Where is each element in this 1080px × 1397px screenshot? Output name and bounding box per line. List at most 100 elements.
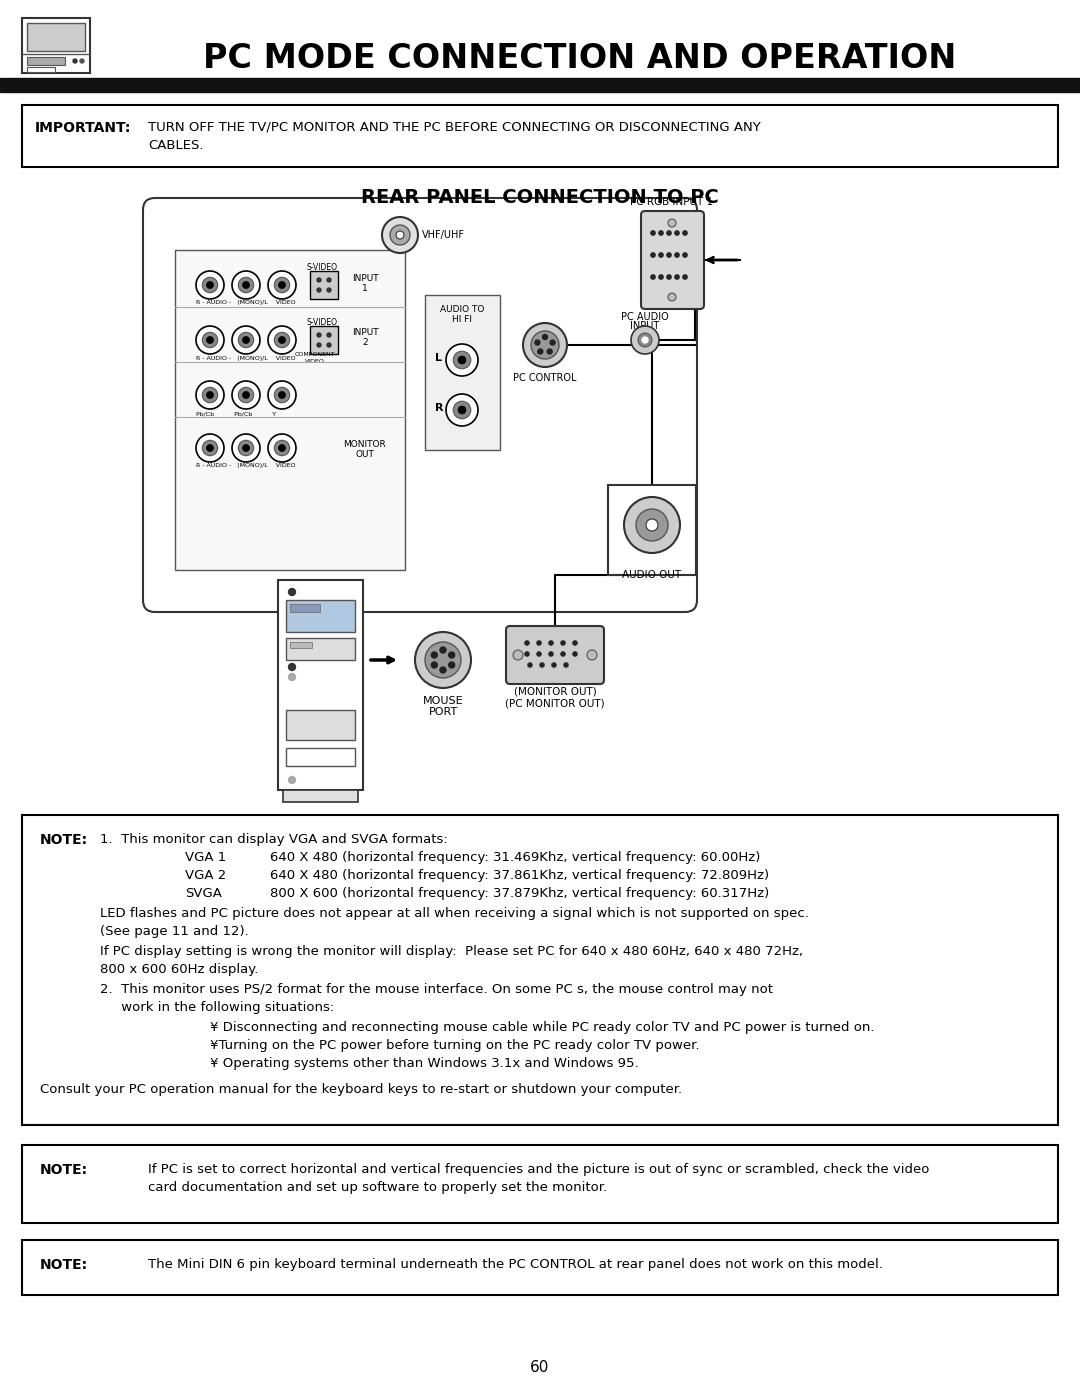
- Text: REAR PANEL CONNECTION TO PC: REAR PANEL CONNECTION TO PC: [361, 189, 719, 207]
- Circle shape: [638, 332, 652, 346]
- Circle shape: [415, 631, 471, 687]
- Text: IMPORTANT:: IMPORTANT:: [35, 122, 132, 136]
- Circle shape: [624, 497, 680, 553]
- Bar: [0, 78, 1080, 92]
- Circle shape: [232, 381, 260, 409]
- Circle shape: [206, 391, 214, 398]
- Circle shape: [525, 640, 529, 645]
- Circle shape: [202, 440, 218, 455]
- Circle shape: [669, 219, 676, 226]
- Circle shape: [683, 231, 688, 236]
- Text: 800 x 600 60Hz display.: 800 x 600 60Hz display.: [100, 963, 258, 977]
- Circle shape: [73, 59, 77, 63]
- Circle shape: [431, 652, 437, 658]
- Text: The Mini DIN 6 pin keyboard terminal underneath the PC CONTROL at rear panel doe: The Mini DIN 6 pin keyboard terminal und…: [148, 1259, 882, 1271]
- Circle shape: [288, 777, 296, 784]
- Circle shape: [548, 349, 552, 353]
- Bar: [286, 638, 355, 659]
- Text: CABLES.: CABLES.: [148, 138, 203, 152]
- Circle shape: [513, 650, 523, 659]
- Text: TURN OFF THE TV/PC MONITOR AND THE PC BEFORE CONNECTING OR DISCONNECTING ANY: TURN OFF THE TV/PC MONITOR AND THE PC BE…: [148, 122, 760, 134]
- Circle shape: [274, 440, 289, 455]
- Circle shape: [382, 217, 418, 253]
- Circle shape: [535, 339, 540, 345]
- Circle shape: [659, 274, 663, 279]
- Circle shape: [195, 381, 224, 409]
- Circle shape: [527, 662, 532, 668]
- Circle shape: [274, 277, 289, 293]
- Circle shape: [268, 326, 296, 353]
- Circle shape: [232, 271, 260, 299]
- Circle shape: [268, 381, 296, 409]
- Text: ¥ Disconnecting and reconnecting mouse cable while PC ready color TV and PC powe: ¥ Disconnecting and reconnecting mouse c…: [210, 1021, 875, 1034]
- Circle shape: [288, 664, 296, 671]
- Circle shape: [666, 231, 672, 236]
- Bar: [22, 814, 1058, 1125]
- Bar: [283, 789, 357, 802]
- Bar: [291, 643, 312, 648]
- Text: 640 X 480 (horizontal frequency: 37.861Khz, vertical frequency: 72.809Hz): 640 X 480 (horizontal frequency: 37.861K…: [270, 869, 769, 882]
- Circle shape: [396, 231, 404, 239]
- Circle shape: [327, 344, 330, 346]
- Circle shape: [572, 640, 578, 645]
- Text: LED flashes and PC picture does not appear at all when receiving a signal which : LED flashes and PC picture does not appe…: [100, 907, 809, 921]
- Circle shape: [202, 387, 218, 402]
- Text: VGA 2: VGA 2: [185, 869, 226, 882]
- Circle shape: [288, 588, 296, 595]
- Circle shape: [232, 326, 260, 353]
- Text: AUDIO OUT: AUDIO OUT: [622, 570, 681, 580]
- Bar: [22, 105, 1058, 168]
- Bar: [22, 1241, 1058, 1295]
- Circle shape: [446, 394, 478, 426]
- Circle shape: [683, 253, 688, 257]
- Text: R: R: [435, 402, 444, 414]
- Text: 2: 2: [362, 338, 368, 346]
- Circle shape: [327, 278, 330, 282]
- Text: (PC MONITOR OUT): (PC MONITOR OUT): [505, 698, 605, 708]
- Circle shape: [549, 651, 554, 657]
- Text: ¥Turning on the PC power before turning on the PC ready color TV power.: ¥Turning on the PC power before turning …: [210, 1039, 700, 1052]
- Text: R - AUDIO -   (MONO)/L    VIDEO: R - AUDIO - (MONO)/L VIDEO: [195, 462, 296, 468]
- Circle shape: [666, 274, 672, 279]
- Circle shape: [440, 647, 446, 652]
- Circle shape: [239, 387, 254, 402]
- Text: (MONITOR OUT): (MONITOR OUT): [514, 687, 596, 697]
- Circle shape: [538, 349, 543, 353]
- Circle shape: [288, 673, 296, 680]
- Text: COMPONENT: COMPONENT: [295, 352, 335, 358]
- Circle shape: [426, 643, 461, 678]
- Circle shape: [239, 332, 254, 348]
- Circle shape: [523, 323, 567, 367]
- Circle shape: [243, 444, 249, 451]
- Circle shape: [588, 650, 597, 659]
- Circle shape: [279, 282, 285, 289]
- Text: VIDEO: VIDEO: [305, 359, 325, 365]
- Text: ¥ Operating systems other than Windows 3.1x and Windows 95.: ¥ Operating systems other than Windows 3…: [210, 1058, 638, 1070]
- Circle shape: [631, 326, 659, 353]
- Text: VHF/UHF: VHF/UHF: [422, 231, 465, 240]
- Text: INPUT: INPUT: [352, 328, 378, 337]
- Circle shape: [279, 337, 285, 344]
- Circle shape: [531, 331, 559, 359]
- Bar: [310, 271, 338, 299]
- Text: work in the following situations:: work in the following situations:: [100, 1002, 334, 1014]
- Bar: [22, 18, 90, 73]
- Bar: [310, 326, 338, 353]
- Circle shape: [669, 293, 676, 300]
- Circle shape: [540, 662, 544, 668]
- Text: 2.  This monitor uses PS/2 format for the mouse interface. On some PC s, the mou: 2. This monitor uses PS/2 format for the…: [100, 983, 773, 996]
- Circle shape: [572, 651, 578, 657]
- Text: AUDIO TO: AUDIO TO: [440, 305, 484, 314]
- Bar: [0, 0, 1080, 95]
- Text: card documentation and set up software to properly set the monitor.: card documentation and set up software t…: [148, 1180, 607, 1194]
- Circle shape: [318, 278, 321, 282]
- Circle shape: [542, 334, 548, 339]
- Circle shape: [268, 434, 296, 462]
- Circle shape: [318, 332, 321, 337]
- Circle shape: [659, 231, 663, 236]
- Text: Consult your PC operation manual for the keyboard keys to re-start or shutdown y: Consult your PC operation manual for the…: [40, 1083, 683, 1097]
- Bar: [426, 295, 500, 450]
- Text: Pb/Cb          Pb/Cb          Y: Pb/Cb Pb/Cb Y: [195, 412, 276, 416]
- Circle shape: [552, 662, 556, 668]
- Text: If PC display setting is wrong the monitor will display:  Please set PC for 640 : If PC display setting is wrong the monit…: [100, 944, 804, 958]
